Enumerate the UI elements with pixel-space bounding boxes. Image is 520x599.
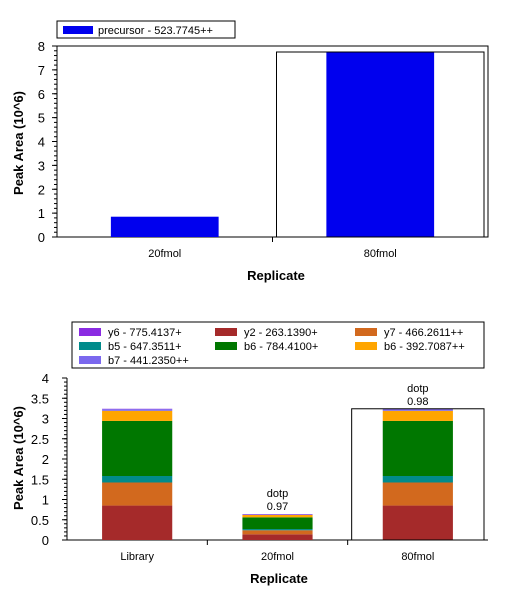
y-tick-label: 7 [38,63,45,78]
y-tick-label: 5 [38,111,45,126]
legend-box [71,321,485,369]
y-tick-label: 6 [38,87,45,102]
legend-swatch [215,328,237,336]
dotp-label: dotp [267,488,288,500]
bar-segment [242,514,313,518]
legend-label: y2 - 263.1390+ [244,327,318,339]
y-tick-label: 8 [38,39,45,54]
stacked-bars [102,408,485,541]
legend-swatch [355,342,377,350]
dotp-value: 0.97 [267,501,288,513]
bar-segment [242,517,313,530]
y-tick-label: 3.5 [31,391,49,406]
bar-segment [102,409,173,411]
selection-box [276,51,485,238]
x-tick-label: 20fmol [261,551,294,563]
y-tick-label: 1 [42,493,49,508]
legend: precursor - 523.7745++ [56,20,236,39]
legend-label-precursor: precursor - 523.7745++ [98,25,213,37]
x-tick-label: 20fmol [148,248,181,260]
bar-segment [102,476,173,483]
bar-segment [382,409,453,411]
bar-segment [102,505,173,540]
y-tick-label: 3 [38,158,45,173]
bar-segment [382,505,453,540]
x-tick-label: 80fmol [364,248,397,260]
y-tick-label: 0 [42,533,49,548]
precursor-peak-area-chart: 0 1 2 3 4 5 6 7 8 20fmol 80fmol Replicate Peak Ar… [11,20,489,283]
dotp-value: 0.98 [407,396,428,408]
x-tick-labels: 20fmol 80fmol [148,237,397,260]
y-axis-ticks: 0 1 2 3 4 5 6 7 8 [38,39,57,245]
y-tick-label: 2.5 [31,432,49,447]
bar-segment [382,410,453,421]
legend-label: y7 - 466.2611++ [384,327,463,339]
legend-box [56,20,236,39]
legend: y6 - 775.4137+ y2 - 263.1390+ y7 - 466.261… [71,321,485,369]
bar-segment [382,476,453,483]
dotp-label: dotp [407,383,428,395]
legend-swatch [79,356,101,364]
legend-label: b6 - 392.7087++ [384,341,465,353]
legend-label: b7 - 441.2350++ [108,355,189,367]
y-axis-title: Peak Area (10^6) [11,406,26,510]
bar-segment [242,530,313,535]
legend-swatch [79,342,101,350]
y-axis-ticks: 0 0.5 1 1.5 2 2.5 3 3.5 4 [31,371,67,548]
legend-swatch [355,328,377,336]
x-tick-label: 80fmol [401,551,434,563]
y-tick-label: 0 [38,230,45,245]
legend-swatch [79,328,101,336]
y-tick-label: 4 [42,371,49,386]
y-axis-title: Peak Area (10^6) [11,91,26,195]
x-tick-labels: Library 20fmol 80fmol [120,540,434,563]
legend-swatch [215,342,237,350]
y-tick-label: 0.5 [31,513,49,528]
bar-segment [242,534,313,540]
legend-label: b6 - 784.4100+ [244,341,318,353]
legend-swatch-precursor [63,26,93,34]
x-axis-title: Replicate [247,268,305,283]
y-tick-label: 2 [42,452,49,467]
bar-segment [102,482,173,506]
bar-segment [102,420,173,477]
x-tick-label: Library [120,551,154,563]
y-tick-label: 4 [38,135,45,150]
bars [110,51,485,238]
x-axis-title: Replicate [250,571,308,586]
fragment-peak-area-chart: 0 0.5 1 1.5 2 2.5 3 3.5 4 Library 20fmol 80fmol do… [11,321,488,586]
bar-20fmol [110,216,219,237]
selection-box [351,408,485,541]
bar-segment [102,410,173,421]
y-tick-label: 3 [42,412,49,427]
bar-80fmol [326,51,435,237]
legend-label: y6 - 775.4137+ [108,327,182,339]
y-tick-label: 2 [38,182,45,197]
bar-segment [382,482,453,506]
bar-segment [382,420,453,477]
y-tick-label: 1.5 [31,472,49,487]
legend-label: b5 - 647.3511+ [108,341,182,353]
bar-segment [242,529,313,531]
y-tick-label: 1 [38,206,45,221]
